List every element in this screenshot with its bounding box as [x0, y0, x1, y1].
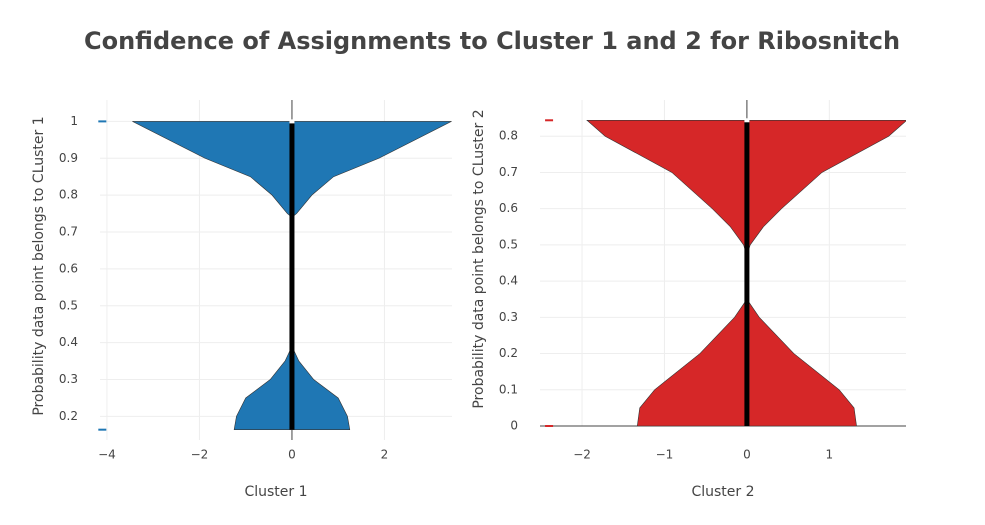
y-tick-label: 0.3: [59, 372, 78, 386]
x-tick-label: 0: [288, 448, 296, 462]
y-tick-label: 0: [510, 419, 518, 433]
x-tick-label: 0: [743, 448, 751, 462]
y-tick-label: 0.4: [59, 335, 78, 349]
y-tick-label: 0.8: [499, 129, 518, 143]
x-tick-label: −4: [98, 448, 116, 462]
y-tick-label: 0.2: [499, 346, 518, 360]
y-tick-label: 0.9: [59, 151, 78, 165]
y-tick-label: 0.7: [59, 225, 78, 239]
y-axis-title: Probability data point belongs to CLuste…: [471, 109, 487, 408]
y-tick-label: 0.2: [59, 409, 78, 423]
x-tick-label: −1: [656, 448, 674, 462]
x-axis-title: Cluster 1: [244, 484, 307, 500]
y-tick-label: 1: [70, 114, 78, 128]
y-tick-label: 0.6: [499, 201, 518, 215]
box: [289, 121, 295, 430]
x-tick-label: 2: [381, 448, 389, 462]
y-tick-label: 0.5: [59, 298, 78, 312]
x-tick-label: −2: [191, 448, 209, 462]
plot-area: [132, 119, 452, 430]
y-tick-label: 0.8: [59, 188, 78, 202]
rug-point: [545, 119, 554, 122]
x-axis-title: Cluster 2: [691, 484, 754, 500]
y-tick-label: 0.7: [499, 165, 518, 179]
rug-point: [98, 120, 107, 123]
x-tick-label: 1: [826, 448, 834, 462]
y-axis-title: Probability data point belongs to CLuste…: [31, 116, 47, 415]
rug-point: [98, 428, 107, 431]
median: [744, 118, 750, 123]
rug-point: [545, 425, 554, 427]
y-tick-label: 0.4: [499, 274, 518, 288]
box: [744, 120, 750, 426]
y-tick-label: 0.1: [499, 382, 518, 396]
y-tick-label: 0.3: [499, 310, 518, 324]
y-tick-label: 0.6: [59, 261, 78, 275]
y-tick-label: 0.5: [499, 237, 518, 251]
chart-title: Confidence of Assignments to Cluster 1 a…: [84, 27, 900, 55]
x-tick-label: −2: [573, 448, 591, 462]
plot-area: [586, 118, 906, 426]
median: [289, 119, 295, 124]
